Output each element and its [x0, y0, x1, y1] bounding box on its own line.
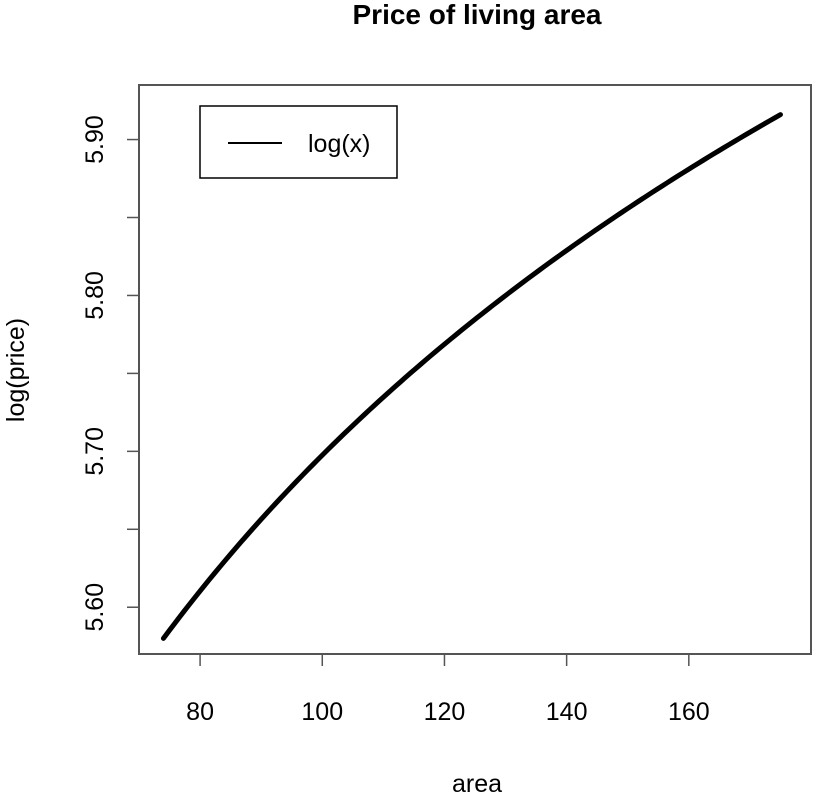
y-axis: 5.60 5.70 5.80 5.90	[81, 115, 140, 632]
x-axis-label: area	[452, 770, 502, 794]
series-layer	[160, 112, 783, 641]
chart-title: Price of living area	[353, 0, 602, 30]
legend: log(x)	[199, 105, 398, 179]
y-tick-label: 5.60	[81, 583, 109, 632]
x-tick-label: 100	[301, 698, 343, 726]
x-tick-label: 160	[668, 698, 710, 726]
x-tick-label: 80	[186, 698, 214, 726]
legend-entry-label: log(x)	[308, 130, 371, 158]
x-tick-label: 140	[546, 698, 588, 726]
series-line-0	[160, 112, 783, 641]
x-tick-label: 120	[424, 698, 466, 726]
y-axis-label: log(price)	[2, 318, 30, 422]
x-axis: 80 100 120 140 160	[186, 653, 710, 726]
y-tick-label: 5.90	[81, 115, 109, 164]
y-tick-label: 5.70	[81, 427, 109, 476]
y-tick-label: 5.80	[81, 271, 109, 320]
